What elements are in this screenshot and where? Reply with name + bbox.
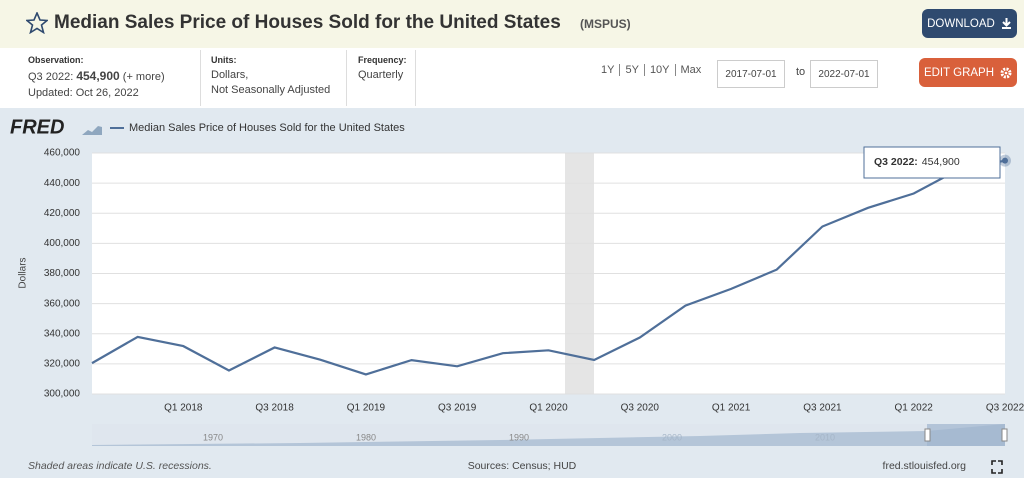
x-tick-label: Q3 2020 bbox=[621, 403, 660, 414]
fred-logo: FRED bbox=[10, 116, 64, 138]
page-title: Median Sales Price of Houses Sold for th… bbox=[54, 12, 561, 33]
y-tick-label: 360,000 bbox=[44, 298, 81, 309]
tooltip bbox=[863, 146, 1001, 179]
tooltip-label: Q3 2022: bbox=[874, 156, 918, 168]
units-line: Dollars, bbox=[211, 69, 249, 81]
separator bbox=[200, 50, 201, 106]
x-tick-label: Q1 2018 bbox=[164, 403, 203, 414]
tooltip-value: 454,900 bbox=[922, 156, 960, 168]
chart: FRED Median Sales Price of Houses Sold f… bbox=[0, 108, 1024, 478]
navigator-year: 1980 bbox=[356, 432, 376, 442]
observation-value: 454,900 bbox=[76, 69, 120, 83]
x-tick-label: Q3 2022 bbox=[986, 403, 1024, 414]
legend-label: Median Sales Price of Houses Sold for th… bbox=[129, 122, 405, 134]
series-id: (MSPUS) bbox=[580, 17, 631, 31]
x-tick-label: Q1 2021 bbox=[712, 403, 751, 414]
y-tick-label: 400,000 bbox=[44, 238, 81, 249]
range-button[interactable]: 1Y bbox=[601, 64, 615, 76]
y-tick-label: 420,000 bbox=[44, 208, 81, 219]
observation-label: Observation: bbox=[28, 55, 84, 65]
recession-note: Shaded areas indicate U.S. recessions. bbox=[28, 460, 212, 472]
more-link[interactable]: (+ more) bbox=[122, 71, 165, 83]
y-tick-label: 300,000 bbox=[44, 389, 81, 400]
start-date[interactable]: 2017-07-01 bbox=[717, 60, 785, 88]
x-tick-label: Q1 2020 bbox=[529, 403, 568, 414]
y-axis-label: Dollars bbox=[18, 257, 29, 288]
y-tick-label: 460,000 bbox=[44, 148, 81, 159]
range-button[interactable]: Max bbox=[674, 64, 707, 76]
navigator-year: 2000 bbox=[662, 432, 682, 442]
navigator-year: 2010 bbox=[815, 432, 835, 442]
navigator-year: 1990 bbox=[509, 432, 529, 442]
x-tick-label: Q3 2018 bbox=[255, 403, 294, 414]
x-tick-label: Q1 2022 bbox=[895, 403, 934, 414]
range-buttons: 1Y 5Y 10Y Max bbox=[596, 64, 706, 76]
highlight-point-core bbox=[1002, 157, 1008, 164]
plot: 300,000 320,000 340,000 360,000 380,000 400,0… bbox=[44, 146, 1024, 414]
data-line bbox=[91, 159, 1006, 376]
separator bbox=[346, 50, 347, 106]
y-tick-label: 320,000 bbox=[44, 359, 81, 370]
favorite-star[interactable] bbox=[26, 12, 48, 34]
observation-period: Q3 2022: bbox=[28, 71, 74, 83]
y-tick-label: 440,000 bbox=[44, 178, 81, 189]
to-label: to bbox=[796, 66, 806, 78]
x-tick-label: Q3 2021 bbox=[803, 403, 842, 414]
frequency-value: Quarterly bbox=[358, 69, 404, 81]
y-tick-label: 380,000 bbox=[44, 268, 81, 279]
x-tick-label: Q3 2019 bbox=[438, 403, 477, 414]
end-date[interactable]: 2022-07-01 bbox=[810, 60, 878, 88]
download-label: DOWNLOAD bbox=[927, 17, 995, 30]
updated: Updated: Oct 26, 2022 bbox=[28, 87, 139, 99]
navigator-handle[interactable] bbox=[924, 428, 931, 442]
fullscreen-icon[interactable] bbox=[991, 460, 1003, 474]
separator bbox=[415, 50, 416, 106]
site-link[interactable]: fred.stlouisfed.org bbox=[883, 460, 967, 472]
range-button[interactable]: 10Y bbox=[643, 64, 675, 76]
tooltip-text: Q3 2022: 454,900 bbox=[874, 156, 960, 168]
units: Units: Dollars, Not Seasonally Adjusted bbox=[211, 55, 330, 96]
x-tick-label: Q1 2019 bbox=[347, 403, 386, 414]
navigator-handle[interactable] bbox=[1001, 428, 1008, 442]
observation: Observation: Q3 2022: 454,900 (+ more) U… bbox=[28, 55, 165, 99]
edit-graph-button[interactable]: EDIT GRAPH bbox=[919, 58, 1017, 87]
frequency: Frequency: Quarterly bbox=[358, 55, 407, 81]
gear-icon bbox=[1000, 67, 1012, 78]
range-button[interactable]: 5Y bbox=[619, 64, 643, 76]
download-button[interactable]: DOWNLOAD bbox=[922, 9, 1017, 38]
sources: Sources: Census; HUD bbox=[468, 460, 577, 472]
units-line: Not Seasonally Adjusted bbox=[211, 84, 331, 96]
edit-graph-label: EDIT GRAPH bbox=[923, 66, 995, 79]
navigator-area bbox=[92, 424, 1005, 446]
units-label: Units: bbox=[211, 55, 237, 65]
y-tick-label: 340,000 bbox=[44, 328, 81, 339]
frequency-label: Frequency: bbox=[358, 55, 407, 65]
logo-graphic bbox=[82, 126, 102, 135]
header bbox=[0, 0, 1024, 48]
navigator-selection[interactable] bbox=[927, 424, 1005, 446]
navigator-labels: 1970 1980 1990 2000 2010 bbox=[203, 432, 835, 442]
download-icon bbox=[1001, 18, 1011, 29]
navigator-year: 1970 bbox=[203, 432, 223, 442]
